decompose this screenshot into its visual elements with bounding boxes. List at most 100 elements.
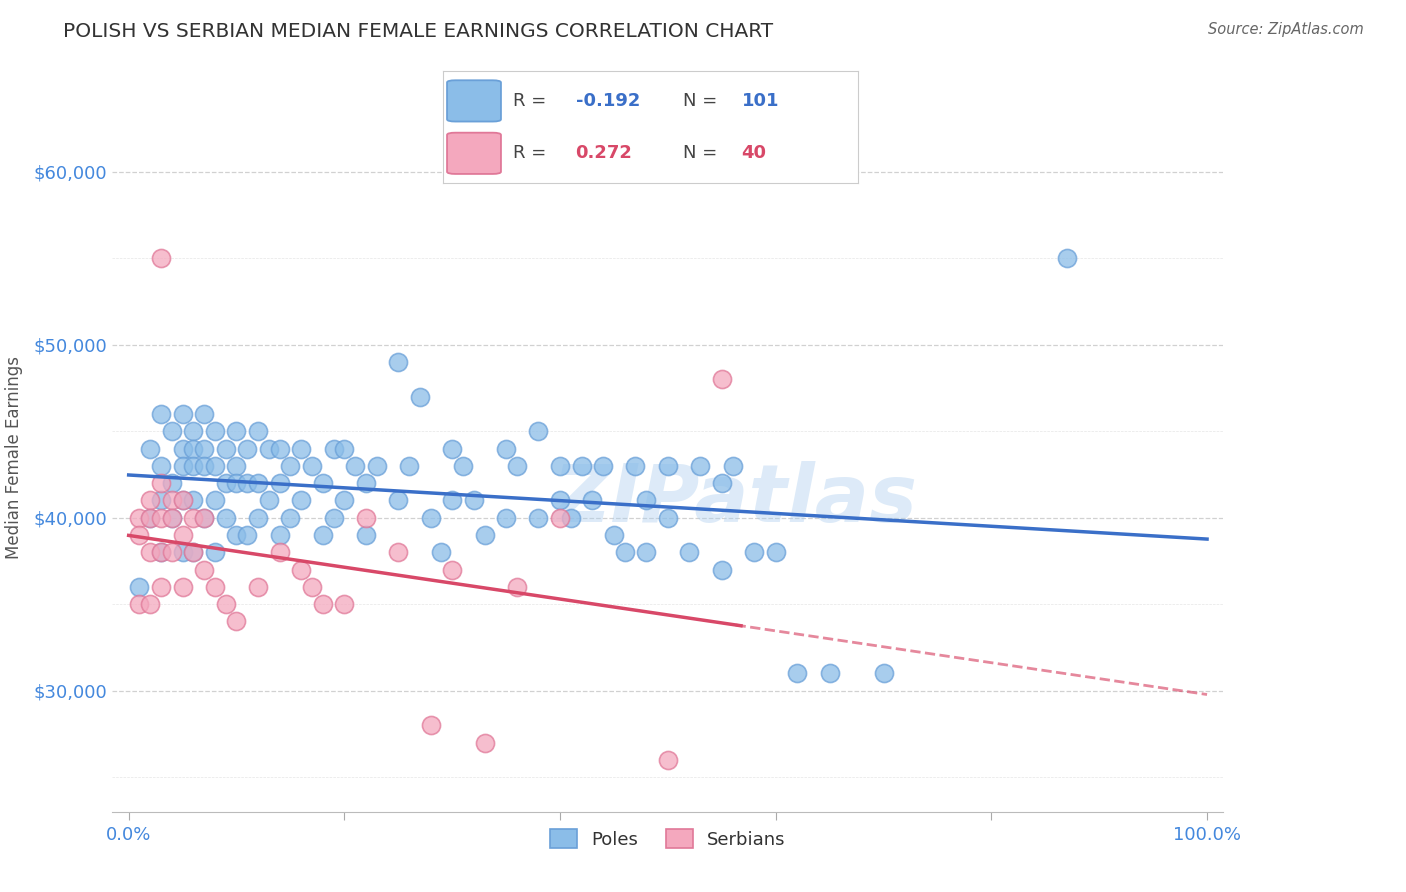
Point [150,580,173,594]
Point [160,493,183,508]
Text: N =: N = [683,92,724,110]
Point [451,458,474,473]
Point [441,493,464,508]
Text: 101: 101 [741,92,779,110]
Point [247,424,270,438]
Point [678,545,700,559]
Point [128,580,150,594]
Point [409,390,432,404]
Point [204,458,226,473]
Point [269,476,291,491]
Point [257,442,280,456]
Y-axis label: Median Female Earnings: Median Female Earnings [4,356,22,558]
Text: 40: 40 [741,145,766,162]
Point [354,476,377,491]
Point [527,424,550,438]
Point [506,458,529,473]
Point [269,528,291,542]
Text: Source: ZipAtlas.com: Source: ZipAtlas.com [1208,22,1364,37]
Point [441,563,464,577]
FancyBboxPatch shape [447,133,501,174]
Point [636,545,658,559]
Point [463,493,485,508]
Point [474,735,496,749]
Point [290,493,312,508]
Point [139,597,162,611]
Point [548,510,571,524]
Point [150,458,173,473]
Point [419,510,441,524]
Point [172,493,194,508]
Point [322,442,344,456]
Point [160,545,183,559]
Point [160,510,183,524]
Point [225,424,247,438]
Text: -0.192: -0.192 [575,92,640,110]
Point [150,545,173,559]
Point [387,545,409,559]
Point [193,563,215,577]
Point [183,458,205,473]
Text: ZIPatlas: ZIPatlas [553,460,917,539]
Point [150,476,173,491]
Point [387,355,409,369]
FancyBboxPatch shape [447,80,501,121]
Point [193,458,215,473]
Point [710,372,733,386]
Point [225,476,247,491]
Point [636,493,658,508]
Point [333,493,356,508]
Point [193,510,215,524]
Point [603,528,626,542]
Point [172,407,194,421]
Point [657,458,679,473]
Point [150,493,173,508]
Point [571,458,593,473]
Point [290,563,312,577]
Point [710,563,733,577]
Point [247,580,270,594]
Point [592,458,614,473]
Point [1056,252,1078,266]
Point [613,545,636,559]
Point [354,528,377,542]
Point [765,545,787,559]
Point [172,545,194,559]
Point [183,510,205,524]
Point [548,458,571,473]
Point [269,545,291,559]
Text: POLISH VS SERBIAN MEDIAN FEMALE EARNINGS CORRELATION CHART: POLISH VS SERBIAN MEDIAN FEMALE EARNINGS… [63,22,773,41]
Text: 100.0%: 100.0% [1173,826,1241,844]
Point [172,458,194,473]
Point [301,580,323,594]
Point [269,442,291,456]
Point [183,545,205,559]
Point [215,476,238,491]
Point [236,442,259,456]
Point [247,510,270,524]
Point [204,580,226,594]
Point [495,442,517,456]
Point [236,528,259,542]
Point [506,580,529,594]
Point [150,510,173,524]
Point [193,510,215,524]
Point [280,458,302,473]
Point [560,510,582,524]
Legend: Poles, Serbians: Poles, Serbians [543,822,793,856]
Point [236,476,259,491]
Point [527,510,550,524]
Text: 0.272: 0.272 [575,145,633,162]
Point [657,753,679,767]
Point [225,458,247,473]
Point [225,528,247,542]
Text: N =: N = [683,145,724,162]
Point [419,718,441,732]
Point [183,493,205,508]
Point [312,597,335,611]
Point [366,458,388,473]
Point [225,615,247,629]
Point [150,545,173,559]
Point [215,510,238,524]
Point [139,442,162,456]
